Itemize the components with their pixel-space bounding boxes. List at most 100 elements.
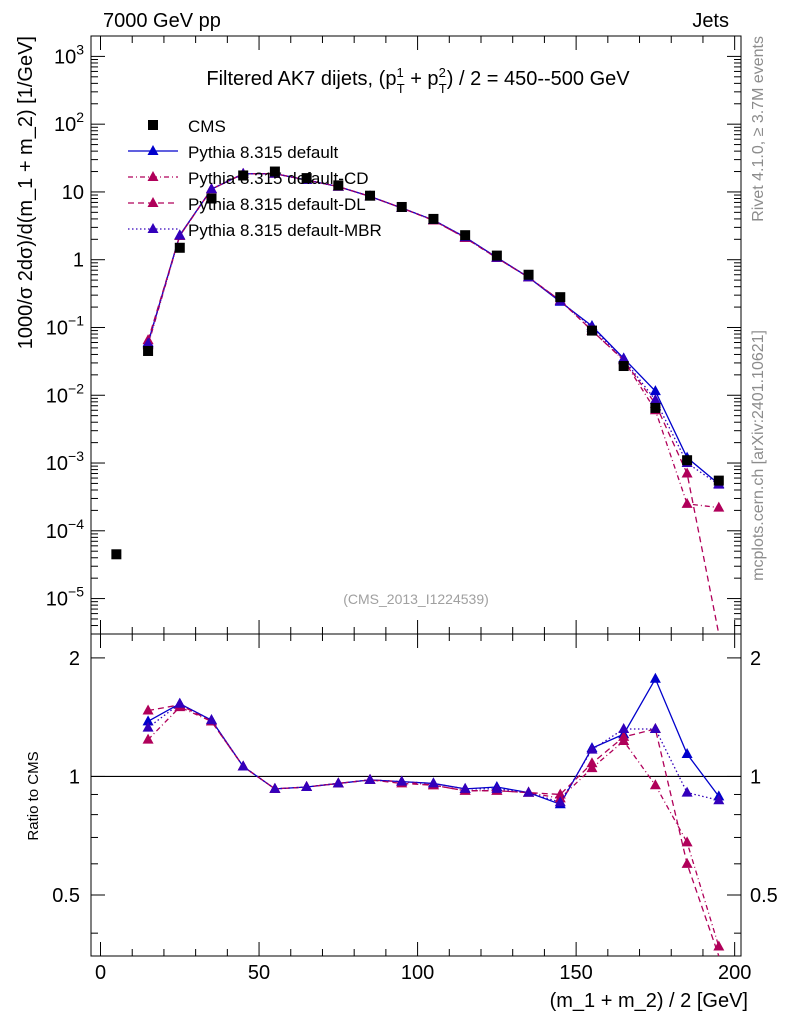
y-tick-label: 103 — [54, 41, 84, 68]
ratio-marker — [554, 788, 566, 799]
ratio-plot-frame — [90, 633, 742, 957]
ratio-marker — [713, 794, 725, 805]
ratio-marker — [459, 782, 471, 793]
ratio-marker — [586, 743, 598, 754]
y-tick-exponent: −3 — [68, 448, 84, 464]
ratio-marker — [396, 775, 408, 786]
y-tick-exponent: 2 — [76, 109, 84, 125]
ratio-marker — [618, 730, 630, 741]
y-tick-base: 10 — [46, 589, 68, 611]
y-tick-exponent: −4 — [68, 516, 84, 532]
x-axis: 0 50 100 150 200 — [95, 36, 751, 984]
header-right: Jets — [692, 10, 729, 32]
ratio-marker — [649, 779, 661, 790]
series-marker — [618, 353, 630, 364]
analysis-tag: (CMS_2013_I1224539) — [343, 591, 489, 607]
series-marker — [681, 497, 693, 508]
ratio-marker — [491, 782, 503, 793]
ratio-tick-label-right: 2 — [750, 648, 761, 670]
legend-label: Pythia 8.315 default-CD — [188, 169, 369, 188]
x-axis-label: (m_1 + m_2) / 2 [GeV] — [550, 990, 748, 1012]
ratio-marker — [269, 782, 281, 793]
cms-data-marker — [238, 170, 249, 181]
ratio-marker — [681, 857, 693, 868]
y-tick-label: 10−4 — [46, 516, 84, 543]
rivet-version-text: Rivet 4.1.0, ≥ 3.7M events — [750, 36, 767, 222]
ratio-marker — [237, 760, 249, 771]
cms-data-marker — [428, 213, 439, 224]
legend-label-cms: CMS — [188, 117, 226, 136]
x-tick-label: 150 — [559, 962, 592, 984]
y-tick-base: 10 — [46, 521, 68, 543]
legend-label: Pythia 8.315 default — [188, 143, 339, 162]
cms-data-marker — [174, 242, 185, 253]
x-tick-label: 200 — [718, 962, 751, 984]
series-marker — [142, 337, 154, 348]
ratio-marker — [332, 777, 344, 788]
y-tick-label: 10−5 — [46, 584, 84, 611]
legend-label: Pythia 8.315 default-DL — [188, 195, 366, 214]
series-line — [147, 173, 720, 635]
legend-label: Pythia 8.315 default-MBR — [188, 221, 382, 240]
series-marker — [713, 501, 725, 512]
y-tick-label: 10 — [62, 182, 84, 204]
ratio-marker — [586, 757, 598, 768]
y-tick-exponent: −1 — [68, 312, 84, 328]
cms-data-marker — [365, 190, 376, 201]
ratio-y-axis-label: Ratio to CMS — [25, 751, 42, 840]
legend-marker — [147, 197, 159, 207]
ratio-tick-label-right: 0.5 — [750, 885, 778, 907]
chart-title: Filtered AK7 dijets, (p1 T + p2 T) / 2 = 4… — [206, 65, 630, 96]
series-marker — [174, 229, 186, 240]
ratio-marker — [301, 781, 313, 792]
cms-data-marker — [269, 166, 280, 177]
ratio-marker — [681, 786, 693, 797]
ratio-marker — [649, 672, 661, 683]
ratio-tick-label-right: 1 — [750, 766, 761, 788]
cms-data-marker — [650, 402, 661, 413]
ratio-marker — [523, 786, 535, 797]
cms-data-marker — [618, 361, 629, 372]
cms-data-marker — [586, 325, 597, 336]
ratio-marker — [618, 722, 630, 733]
cms-data-marker — [713, 475, 724, 486]
y-tick-base: 10 — [62, 182, 84, 204]
cms-data-marker — [301, 173, 312, 184]
y-tick-exponent: −5 — [68, 584, 84, 600]
cms-data-marker — [333, 180, 344, 191]
y-tick-label: 10−3 — [46, 448, 84, 475]
y-axis-label: 1000/σ 2dσ)/d(m_1 + m_2) [1/GeV] — [15, 36, 37, 349]
ratio-marker — [681, 748, 693, 759]
ratio-series-layer — [142, 672, 725, 957]
ratio-marker — [174, 697, 186, 708]
ratio-marker — [649, 722, 661, 733]
y-tick-base: 1 — [73, 250, 84, 272]
ratio-tick-label-left: 0.5 — [52, 885, 80, 907]
mcplots-credit-text: mcplots.cern.ch [arXiv:2401.10621] — [750, 330, 767, 581]
x-tick-label: 50 — [248, 962, 270, 984]
ratio-marker — [427, 777, 439, 788]
y-tick-label: 10−1 — [46, 312, 84, 339]
ratio-marker — [142, 704, 154, 715]
cms-data-marker — [206, 193, 217, 204]
cms-data-marker — [682, 455, 693, 466]
ratio-tick-label-left: 2 — [69, 648, 80, 670]
cms-data-marker — [111, 549, 122, 560]
legend-marker — [147, 223, 159, 233]
y-tick-label: 1 — [73, 250, 84, 272]
header-left: 7000 GeV pp — [103, 10, 221, 32]
legend-marker-cms — [148, 120, 158, 130]
ratio-marker — [364, 773, 376, 784]
ratio-marker — [142, 721, 154, 732]
y-tick-base: 10 — [54, 46, 76, 68]
ratio-marker — [681, 836, 693, 847]
x-tick-label: 100 — [401, 962, 434, 984]
ratio-marker — [142, 733, 154, 744]
cms-data-marker — [396, 201, 407, 212]
cms-data-points — [111, 166, 724, 560]
y-tick-label: 10−2 — [46, 380, 84, 407]
cms-data-marker — [143, 345, 154, 356]
legend: CMS Pythia 8.315 default Pythia 8.315 defa… — [128, 117, 382, 240]
